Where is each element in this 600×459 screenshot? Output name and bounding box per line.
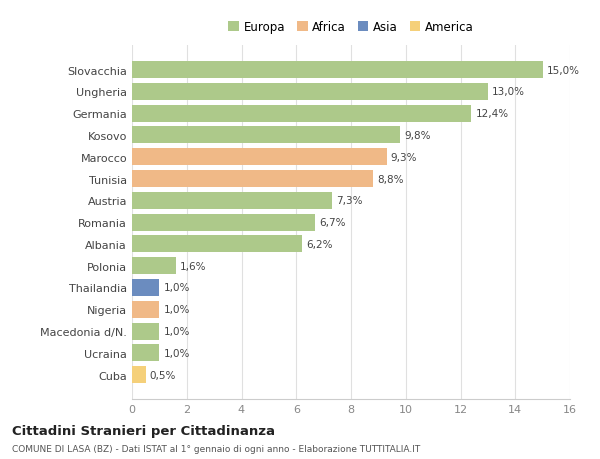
Bar xyxy=(132,106,472,123)
Bar xyxy=(132,280,160,297)
Bar xyxy=(132,345,160,362)
Bar xyxy=(132,192,332,209)
Text: 9,3%: 9,3% xyxy=(391,152,417,162)
Text: 6,2%: 6,2% xyxy=(306,239,332,249)
Bar xyxy=(132,84,488,101)
Text: 7,3%: 7,3% xyxy=(336,196,362,206)
Text: 1,0%: 1,0% xyxy=(163,283,190,293)
Text: 6,7%: 6,7% xyxy=(320,218,346,228)
Text: 1,6%: 1,6% xyxy=(180,261,206,271)
Text: 13,0%: 13,0% xyxy=(492,87,525,97)
Bar xyxy=(132,323,160,340)
Bar xyxy=(132,214,316,231)
Bar xyxy=(132,257,176,274)
Bar xyxy=(132,127,400,144)
Bar xyxy=(132,149,386,166)
Text: 1,0%: 1,0% xyxy=(163,305,190,314)
Bar xyxy=(132,236,302,253)
Text: 0,5%: 0,5% xyxy=(150,370,176,380)
Text: 8,8%: 8,8% xyxy=(377,174,404,184)
Bar xyxy=(132,366,146,383)
Text: 1,0%: 1,0% xyxy=(163,348,190,358)
Text: Cittadini Stranieri per Cittadinanza: Cittadini Stranieri per Cittadinanza xyxy=(12,424,275,437)
Bar xyxy=(132,62,542,79)
Bar xyxy=(132,171,373,188)
Text: 12,4%: 12,4% xyxy=(476,109,509,119)
Bar xyxy=(132,301,160,318)
Legend: Europa, Africa, Asia, America: Europa, Africa, Asia, America xyxy=(223,17,479,39)
Text: 15,0%: 15,0% xyxy=(547,66,580,75)
Text: 9,8%: 9,8% xyxy=(404,131,431,140)
Text: 1,0%: 1,0% xyxy=(163,326,190,336)
Text: COMUNE DI LASA (BZ) - Dati ISTAT al 1° gennaio di ogni anno - Elaborazione TUTTI: COMUNE DI LASA (BZ) - Dati ISTAT al 1° g… xyxy=(12,444,420,453)
